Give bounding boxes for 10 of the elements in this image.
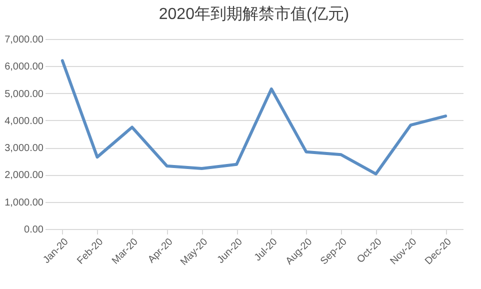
y-tick-label: 0.00 [24,224,44,236]
y-tick-label: 7,000.00 [4,34,44,46]
y-tick-label: 4,000.00 [4,116,44,127]
y-tick-label: 3,000.00 [4,143,44,154]
y-tick-label: 6,000.00 [4,62,44,73]
y-tick-label: 1,000.00 [4,197,44,208]
chart-title: 2020年到期解禁市值(亿元) [158,5,350,23]
y-tick-label: 5,000.00 [4,88,44,100]
y-tick-label: 2,000.00 [4,170,44,182]
line-series [60,59,448,176]
